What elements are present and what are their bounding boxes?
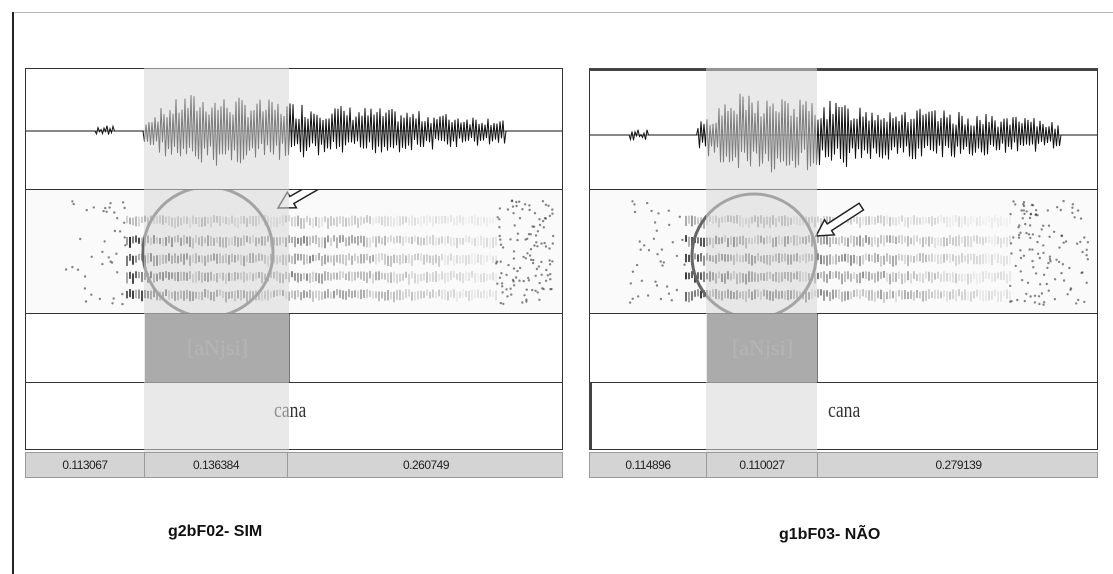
word-label: cana xyxy=(274,397,307,422)
waveform-left xyxy=(26,95,562,166)
duration-row: 0.113067 0.136384 0.260749 xyxy=(25,452,563,478)
segment-tier: [aNjsi] xyxy=(25,314,563,384)
arrow-annotation xyxy=(276,190,328,209)
duration-row: 0.114896 0.110027 0.279139 xyxy=(589,452,1098,478)
duration-cell[interactable]: 0.114896 xyxy=(590,453,707,477)
spectrogram-tier xyxy=(589,190,1098,314)
duration-cell[interactable]: 0.110027 xyxy=(707,453,818,477)
arrow-annotation xyxy=(814,202,865,237)
waveform-tier xyxy=(25,68,563,190)
spectrogram-right xyxy=(628,192,1090,313)
duration-cell[interactable]: 0.113067 xyxy=(26,453,145,477)
word-tier: cana xyxy=(25,382,563,450)
segment-label: [aNjsi] xyxy=(186,335,249,360)
segment-interval[interactable]: [aNjsi] xyxy=(707,314,818,384)
caption-right: g1bF03- NÃO xyxy=(779,526,881,543)
segment-tier: [aNjsi] xyxy=(589,314,1098,384)
waveform-tier xyxy=(589,68,1098,190)
word-tier: cana xyxy=(589,382,1098,450)
duration-cell[interactable]: 0.260749 xyxy=(402,458,450,472)
waveform-right xyxy=(590,93,1097,173)
figure-left-border xyxy=(12,12,14,574)
caption-left: g2bF02- SIM xyxy=(168,523,263,540)
segment-interval[interactable]: [aNjsi] xyxy=(145,314,290,384)
figure-top-border xyxy=(12,12,1113,13)
duration-cell[interactable]: 0.136384 xyxy=(145,453,288,477)
spectrogram-tier xyxy=(25,190,563,314)
segment-label: [aNjsi] xyxy=(731,335,794,360)
spectrogram-left xyxy=(64,190,555,313)
duration-cell[interactable]: 0.279139 xyxy=(935,458,982,472)
word-label: cana xyxy=(828,397,861,422)
